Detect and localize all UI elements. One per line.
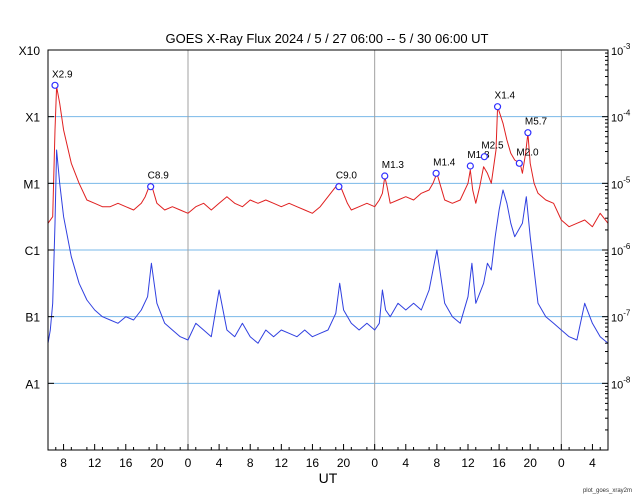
flare-marker xyxy=(51,81,59,89)
flare-label: X1.4 xyxy=(495,91,516,102)
x-tick-label: 12 xyxy=(88,456,102,470)
x-tick-label: 20 xyxy=(337,456,351,470)
flare-label: M1.8 xyxy=(467,150,490,161)
x-tick-label: 20 xyxy=(524,456,538,470)
x-tick-label: 16 xyxy=(492,456,506,470)
flare-marker xyxy=(515,159,523,167)
x-tick-label: 8 xyxy=(247,456,254,470)
x-tick-label: 0 xyxy=(371,456,378,470)
y-left-tick-label: X10 xyxy=(19,44,41,58)
y-left-tick-label: M1 xyxy=(23,177,40,191)
flare-label: M1.3 xyxy=(382,160,405,171)
flare-label: X2.9 xyxy=(52,69,73,80)
flare-label: C8.9 xyxy=(148,171,170,182)
y-right-tick-exponent: -3 xyxy=(623,42,631,51)
flare-markers: X2.9 C8.9 C9.0 M1.3 M1.4 M1.8M2.5 X1.4 M2.0 M5.7 xyxy=(51,69,548,191)
chart-title: GOES X-Ray Flux 2024 / 5 / 27 06:00 -- 5… xyxy=(166,31,489,46)
flare-marker xyxy=(493,103,502,111)
flare-label: M2.5 xyxy=(481,141,504,152)
x-tick-label: 12 xyxy=(461,456,475,470)
y-right-tick-label: 10-5 xyxy=(611,175,631,191)
y-left-tick-label: X1 xyxy=(25,111,40,125)
x-tick-label: 4 xyxy=(216,456,223,470)
y-right-tick-exponent: -4 xyxy=(623,109,631,118)
series-short-line xyxy=(47,149,609,344)
axis-ticks: 8 12 16 20 0 4 8 12 16 20 0 4 8 12 16 20 0 4 X10 X1 M1 C1 B1 A1… xyxy=(19,42,631,470)
y-right-tick-label: 10-4 xyxy=(611,109,631,125)
flare-label: M2.0 xyxy=(516,147,539,158)
y-right-tick-exponent: -6 xyxy=(623,242,631,251)
y-right-tick-exponent: -7 xyxy=(623,309,631,318)
flare-marker xyxy=(381,172,389,180)
x-axis-label: UT xyxy=(319,470,338,486)
flare-marker xyxy=(524,129,532,137)
flare-marker xyxy=(335,183,343,191)
y-right-tick-label: 10-3 xyxy=(611,42,631,58)
flare-marker xyxy=(480,153,488,161)
y-right-tick-exponent: -8 xyxy=(623,375,631,384)
x-tick-label: 20 xyxy=(150,456,164,470)
series-long-line xyxy=(47,86,609,228)
credit-text: plot_goes_xray2m xyxy=(582,488,632,494)
x-tick-label: 0 xyxy=(185,456,192,470)
x-tick-label: 12 xyxy=(275,456,289,470)
y-left-tick-label: B1 xyxy=(25,311,40,325)
y-right-tick-label: 10-7 xyxy=(611,309,631,325)
y-right-tick-label: 10-8 xyxy=(611,375,631,391)
x-tick-label: 8 xyxy=(434,456,441,470)
flare-label: M5.7 xyxy=(525,117,548,128)
grid-lines xyxy=(48,50,608,450)
x-tick-label: 8 xyxy=(60,456,67,470)
y-right-tick-exponent: -5 xyxy=(623,175,631,184)
x-tick-label: 16 xyxy=(119,456,133,470)
x-tick-label: 4 xyxy=(402,456,409,470)
x-tick-label: 4 xyxy=(589,456,596,470)
flare-marker xyxy=(147,183,155,191)
y-right-tick-label: 10-6 xyxy=(611,242,631,258)
y-left-tick-label: C1 xyxy=(25,244,41,258)
y-left-tick-label: A1 xyxy=(25,377,40,391)
flare-label: M1.4 xyxy=(433,157,456,168)
flare-label: C9.0 xyxy=(336,171,358,182)
flare-marker xyxy=(466,162,474,170)
x-tick-label: 16 xyxy=(306,456,320,470)
x-tick-label: 0 xyxy=(558,456,565,470)
flare-marker xyxy=(432,169,440,177)
series-layer xyxy=(47,86,609,344)
